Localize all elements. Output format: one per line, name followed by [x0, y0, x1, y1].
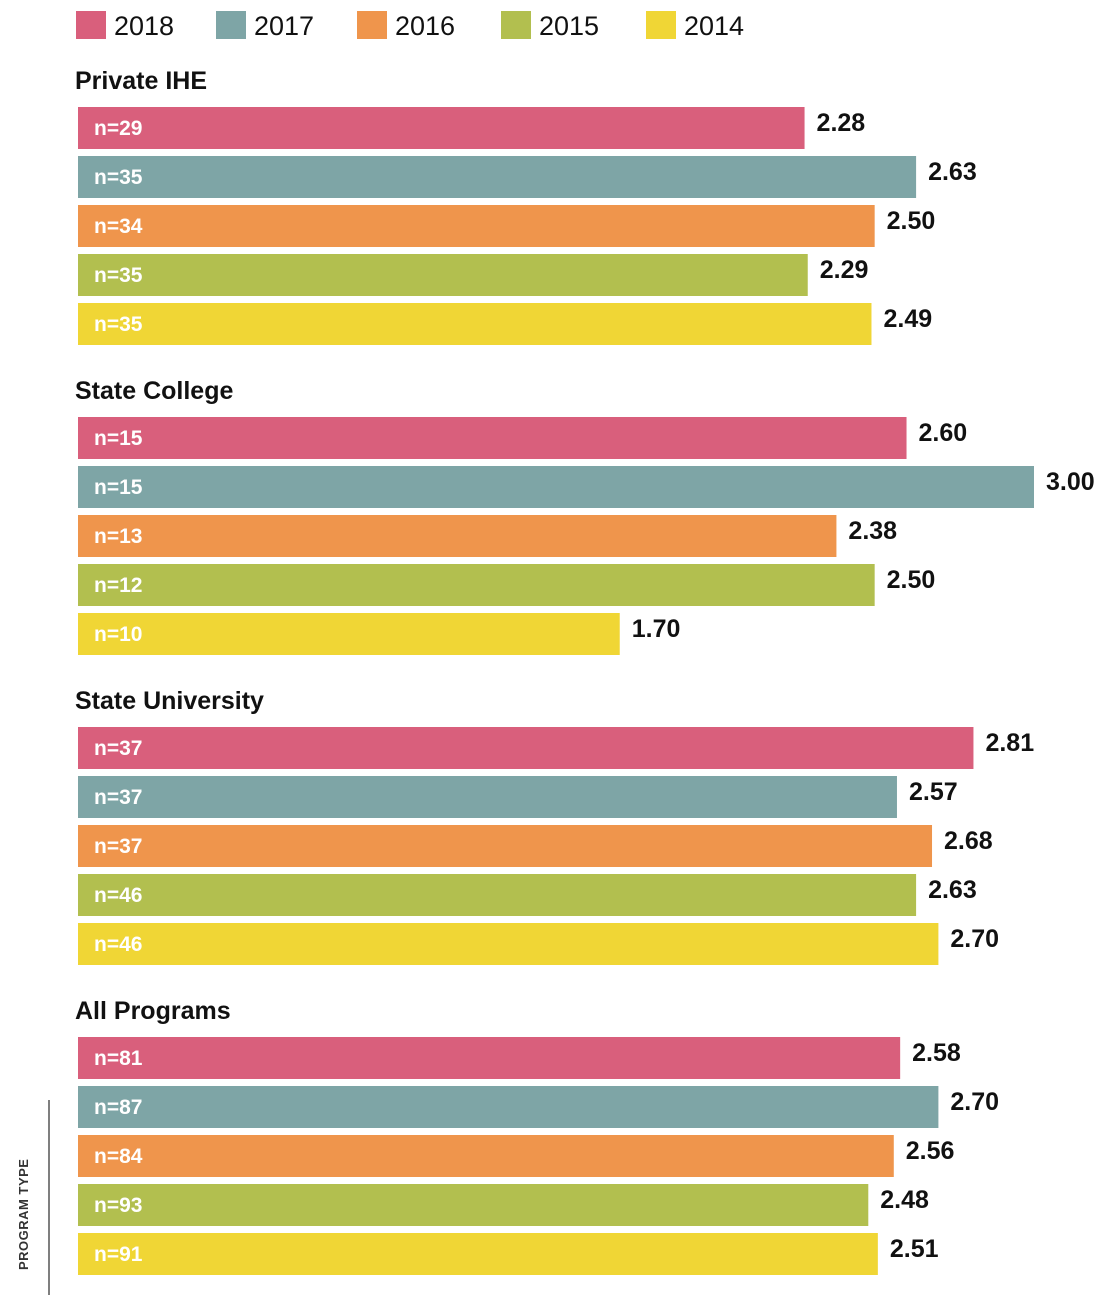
- bar-n-label: n=37: [94, 737, 142, 760]
- legend-label-2016: 2016: [395, 11, 455, 41]
- group-title: State University: [75, 687, 264, 715]
- bar-2017: [78, 1086, 939, 1128]
- bar-2014: [78, 303, 872, 345]
- legend: 2018 2017 2016 2015 2014: [76, 11, 744, 41]
- bar-n-label: n=35: [94, 313, 143, 336]
- bar-value-label: 2.57: [909, 778, 958, 806]
- legend-label-2015: 2015: [539, 11, 599, 41]
- bar-2018: [78, 727, 974, 769]
- bar-value-label: 2.70: [950, 925, 999, 953]
- bar-2018: [78, 417, 907, 459]
- bar-n-label: n=35: [94, 166, 143, 189]
- bar-value-label: 2.38: [848, 517, 897, 545]
- bar-n-label: n=84: [94, 1145, 143, 1168]
- legend-swatch-2014: [646, 11, 676, 39]
- axis-title: PROGRAM TYPE: [16, 1159, 31, 1270]
- bar-2016: [78, 825, 933, 867]
- legend-swatch-2018: [76, 11, 106, 39]
- bar-value-label: 2.63: [928, 876, 977, 904]
- bar-value-label: 2.70: [950, 1088, 999, 1116]
- bar-value-label: 2.48: [880, 1186, 929, 1214]
- bar-value-label: 2.50: [887, 566, 936, 594]
- bar-2016: [78, 1135, 894, 1177]
- bar-n-label: n=29: [94, 117, 142, 140]
- bar-n-label: n=87: [94, 1096, 142, 1119]
- group-0: Private IHE n=29 2.28 n=35 2.63 n=34 2.50 n=35 2…: [75, 67, 977, 345]
- bar-2017: [78, 776, 897, 818]
- bar-value-label: 2.63: [928, 158, 977, 186]
- bar-n-label: n=81: [94, 1047, 143, 1070]
- bar-n-label: n=46: [94, 884, 142, 907]
- bar-n-label: n=10: [94, 623, 142, 646]
- legend-swatch-2017: [216, 11, 246, 39]
- bar-n-label: n=46: [94, 933, 142, 956]
- bar-value-label: 2.68: [944, 827, 993, 855]
- chart-groups: Private IHE n=29 2.28 n=35 2.63 n=34 2.50 n=35 2…: [75, 67, 1095, 1275]
- bar-value-label: 2.81: [985, 729, 1034, 757]
- bar-value-label: 2.28: [817, 109, 866, 137]
- bar-value-label: 2.56: [906, 1137, 955, 1165]
- bar-n-label: n=15: [94, 427, 143, 450]
- bar-2015: [78, 1184, 869, 1226]
- bar-value-label: 2.51: [890, 1235, 939, 1263]
- bar-2015: [78, 564, 875, 606]
- bar-2017: [78, 466, 1034, 508]
- bar-value-label: 2.60: [919, 419, 968, 447]
- legend-swatch-2015: [501, 11, 531, 39]
- bar-n-label: n=13: [94, 525, 142, 548]
- bar-value-label: 3.00: [1046, 468, 1095, 496]
- bar-n-label: n=15: [94, 476, 143, 499]
- group-1: State College n=15 2.60 n=15 3.00 n=13 2.38 n=1…: [75, 377, 1095, 655]
- group-2: State University n=37 2.81 n=37 2.57 n=37 2.68…: [75, 687, 1034, 965]
- bar-2018: [78, 1037, 901, 1079]
- bar-n-label: n=91: [94, 1243, 143, 1266]
- bar-n-label: n=34: [94, 215, 143, 238]
- group-title: State College: [75, 377, 233, 405]
- bar-value-label: 1.70: [632, 615, 681, 643]
- bar-2016: [78, 205, 875, 247]
- bar-value-label: 2.49: [883, 305, 932, 333]
- bar-value-label: 2.58: [912, 1039, 961, 1067]
- bar-n-label: n=93: [94, 1194, 142, 1217]
- group-title: Private IHE: [75, 67, 207, 95]
- bar-2015: [78, 254, 808, 296]
- group-3: All Programs n=81 2.58 n=87 2.70 n=84 2.56 n=93…: [75, 997, 999, 1275]
- legend-label-2017: 2017: [254, 11, 314, 41]
- bar-value-label: 2.50: [887, 207, 936, 235]
- bar-2014: [78, 923, 939, 965]
- bar-n-label: n=37: [94, 835, 142, 858]
- bar-2017: [78, 156, 917, 198]
- bar-n-label: n=35: [94, 264, 143, 287]
- bar-2015: [78, 874, 917, 916]
- legend-swatch-2016: [357, 11, 387, 39]
- legend-label-2018: 2018: [114, 11, 174, 41]
- legend-label-2014: 2014: [684, 11, 744, 41]
- bar-2014: [78, 1233, 878, 1275]
- group-title: All Programs: [75, 997, 231, 1025]
- bar-2018: [78, 107, 805, 149]
- bar-n-label: n=12: [94, 574, 142, 597]
- bar-2016: [78, 515, 837, 557]
- bar-value-label: 2.29: [820, 256, 869, 284]
- bar-n-label: n=37: [94, 786, 142, 809]
- bar-2014: [78, 613, 620, 655]
